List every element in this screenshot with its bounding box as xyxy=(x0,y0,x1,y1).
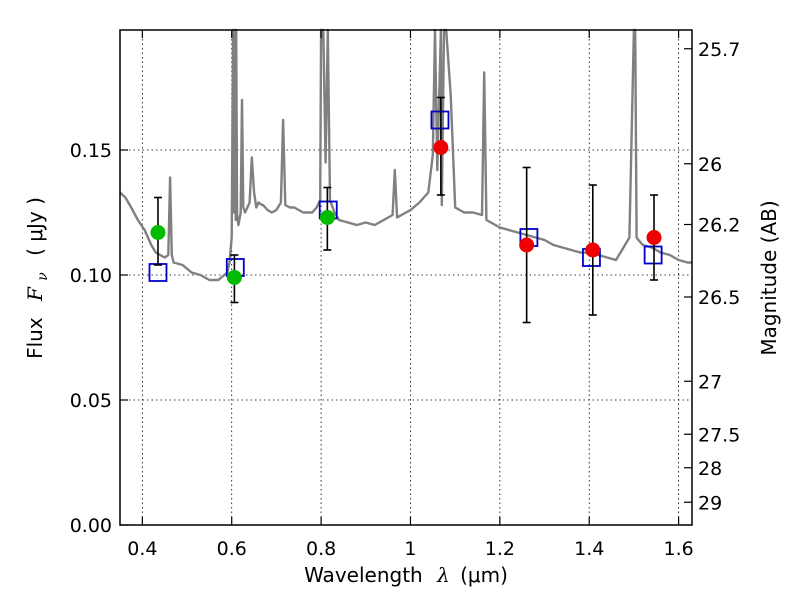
observed-photometry-point xyxy=(226,270,242,285)
observed-photometry-point xyxy=(646,230,662,245)
y-axis-title-units: ( μJy ) xyxy=(23,197,47,256)
observed-photometry-point xyxy=(319,210,335,225)
x-tick-label: 0.8 xyxy=(306,538,336,560)
observed-photometry-point xyxy=(433,140,449,155)
x-tick-label: 0.4 xyxy=(127,538,157,560)
y2-tick-label: 27 xyxy=(698,371,722,393)
y2-tick-label: 26.2 xyxy=(698,215,740,237)
y2-tick-label: 27.5 xyxy=(698,424,740,446)
plot-series xyxy=(119,28,692,324)
model-photometry-square xyxy=(430,110,450,130)
y-tick-label: 0.10 xyxy=(70,265,112,287)
x-tick-label: 1.2 xyxy=(485,538,515,560)
x-axis-title-symbol: λ xyxy=(436,563,450,587)
y2-tick-label: 26 xyxy=(698,154,722,176)
y2-tick-label: 28 xyxy=(698,458,722,480)
y2-tick-label: 25.7 xyxy=(698,39,740,61)
y-axis-title-prefix: Flux xyxy=(23,317,47,359)
y-tick-label: 0.15 xyxy=(70,140,112,162)
x-axis-title: Wavelength λ (μm) xyxy=(304,563,508,587)
y2-axis-title: Magnitude (AB) xyxy=(757,200,781,355)
axis-ticks: 0.4 0.6 0.8 1 1.2 1.4 1.6 0.00 0.05 0.10 0.15 25.7 2… xyxy=(70,30,740,560)
x-axis-title-prefix: Wavelength xyxy=(304,563,423,587)
x-tick-label: 0.6 xyxy=(217,538,247,560)
y2-tick-label: 29 xyxy=(698,492,722,514)
y-axis-title-subscript: ν xyxy=(35,272,51,281)
y-tick-label: 0.00 xyxy=(70,515,112,537)
model-photometry-square xyxy=(148,263,168,282)
model-photometry-square xyxy=(643,245,663,265)
x-axis-title-units: (μm) xyxy=(460,563,508,587)
y2-tick-label: 26.5 xyxy=(698,287,740,309)
observed-photometry-point xyxy=(585,242,601,258)
x-tick-label: 1 xyxy=(404,538,416,560)
observed-photometry-point xyxy=(150,225,166,240)
plot-frame xyxy=(119,29,693,526)
y-axis-title-symbol: F xyxy=(23,286,47,302)
x-tick-label: 1.4 xyxy=(574,538,604,560)
observed-photometry-point xyxy=(519,237,535,253)
x-tick-label: 1.6 xyxy=(663,538,693,560)
y-axis-title: Flux F ν ( μJy ) xyxy=(23,197,52,359)
model-spectrum-line xyxy=(119,28,692,282)
y-tick-label: 0.05 xyxy=(70,390,112,412)
